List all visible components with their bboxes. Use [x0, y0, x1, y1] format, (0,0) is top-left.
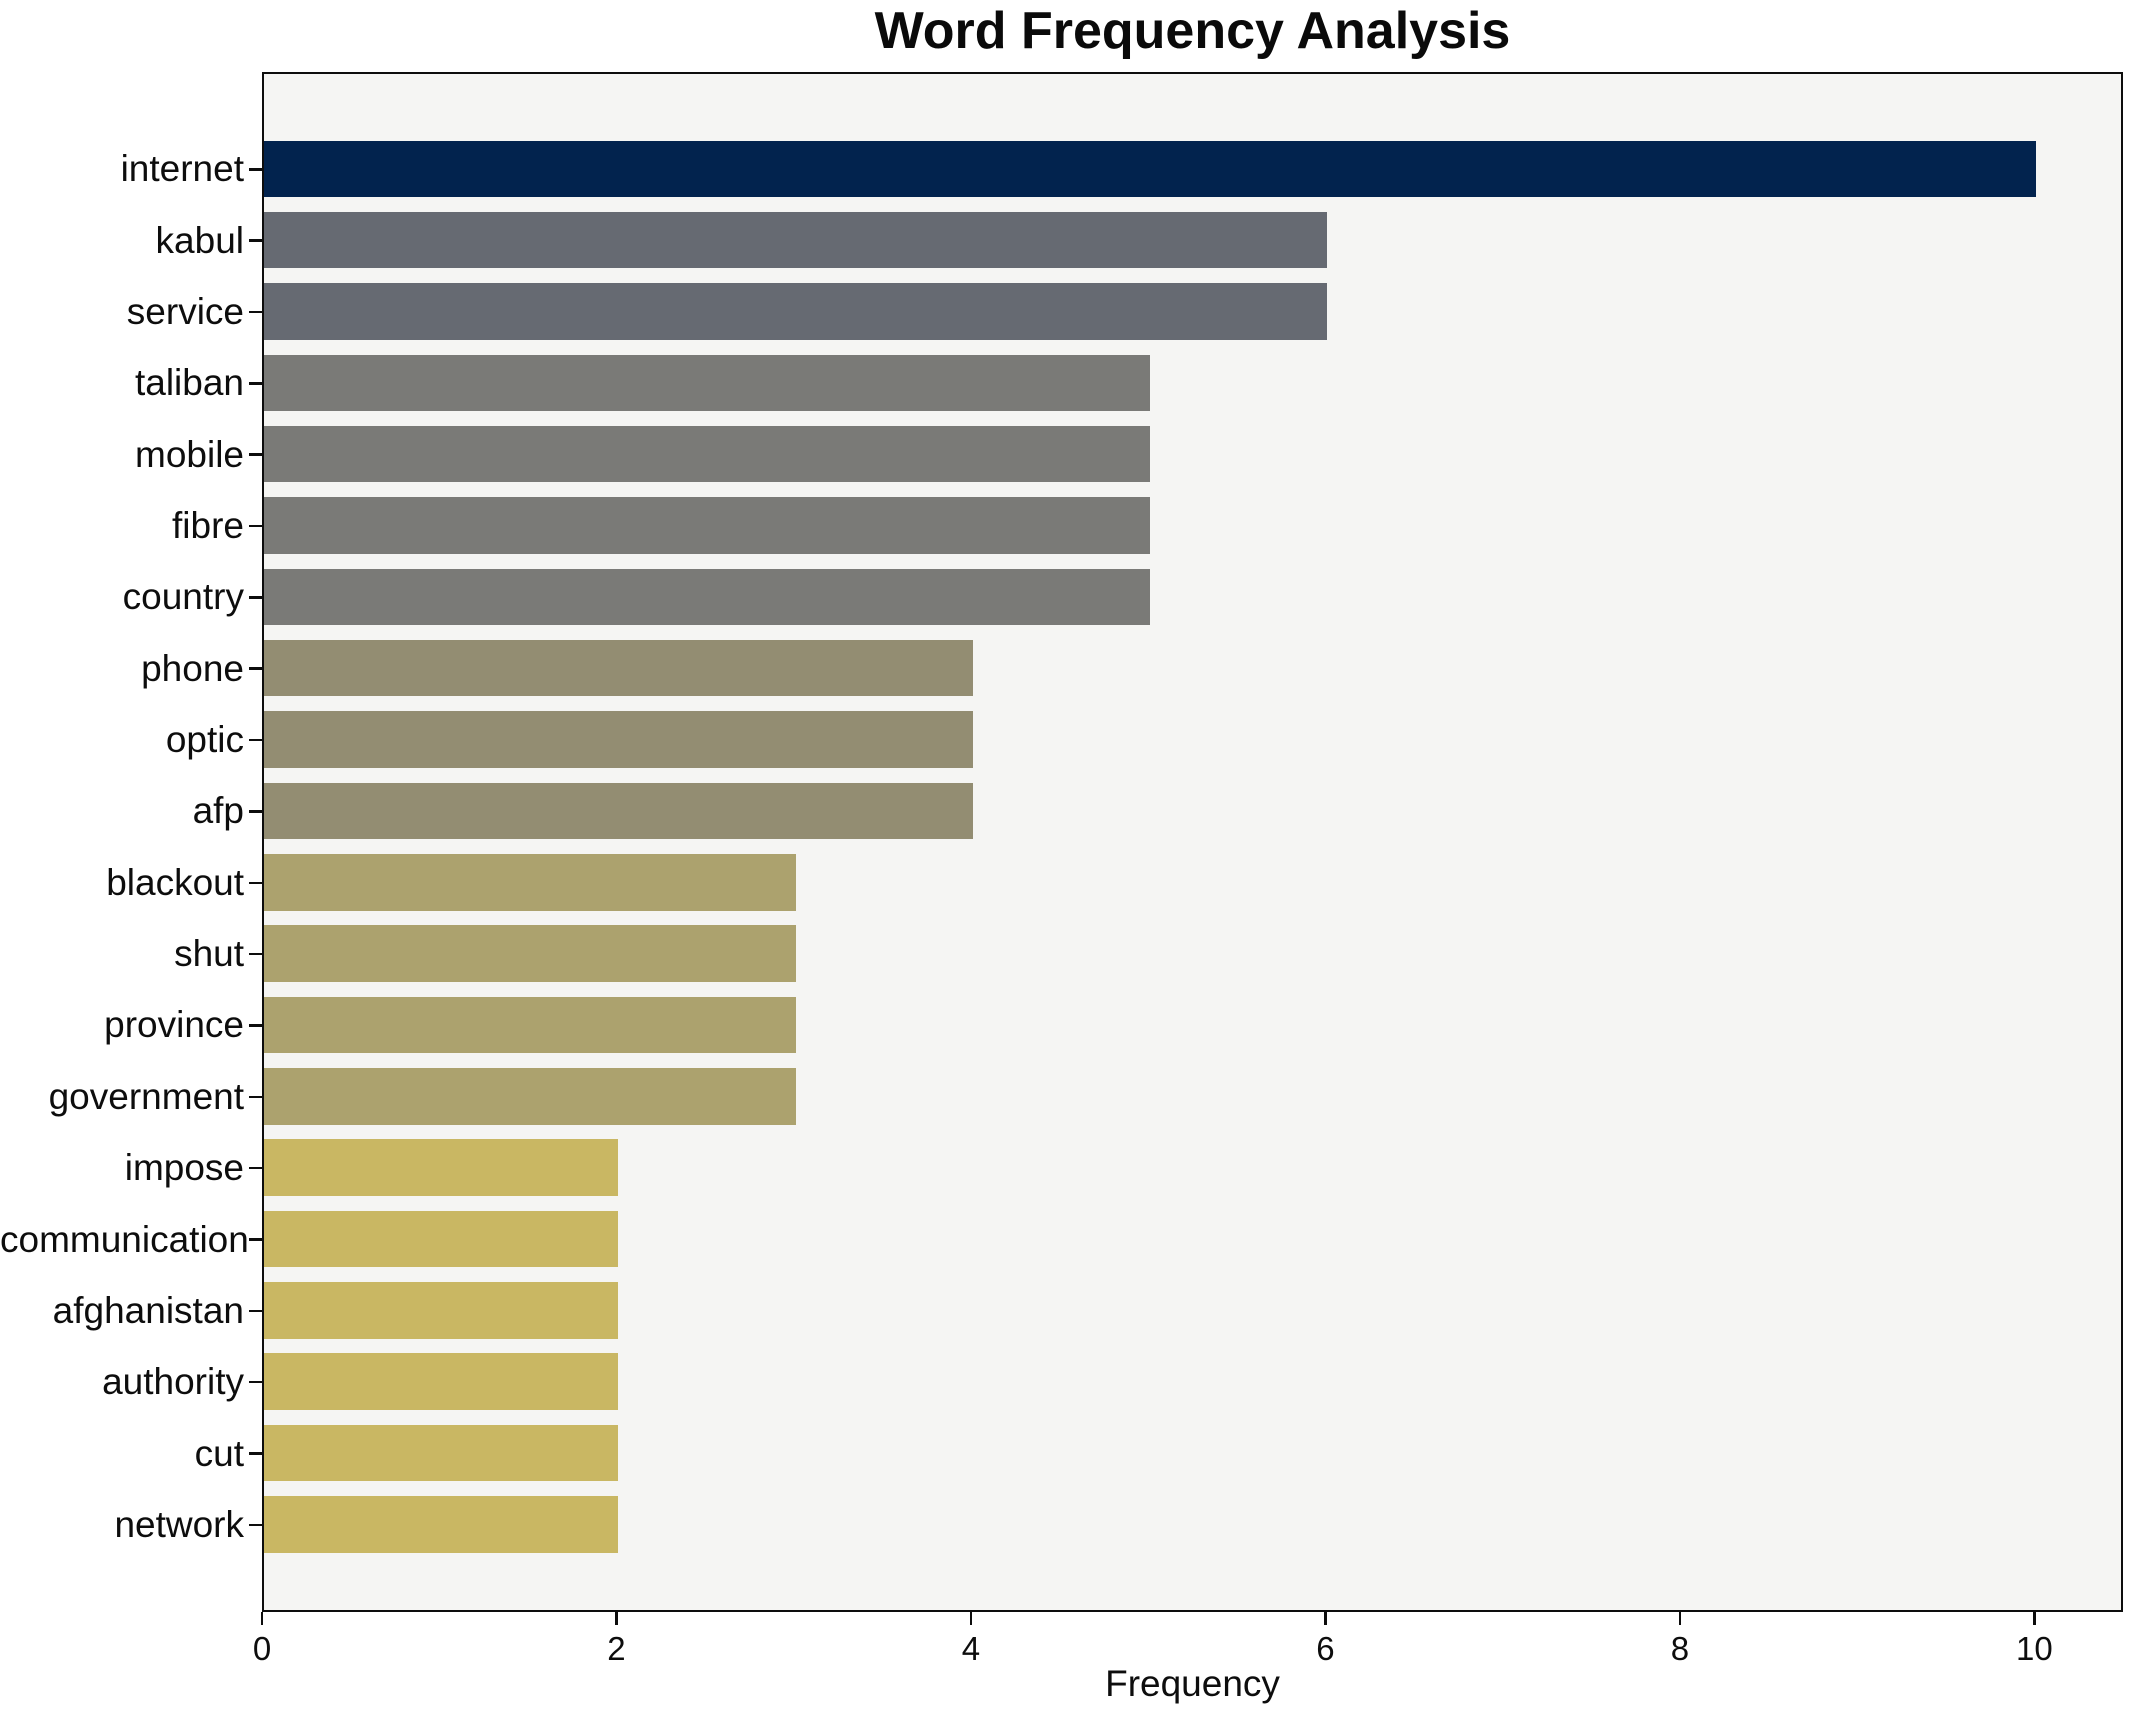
y-axis-tick-label: internet — [120, 148, 244, 190]
x-axis-tick-mark — [2033, 1612, 2036, 1625]
y-axis-tick-label: fibre — [172, 505, 244, 546]
y-axis-tick-mark — [249, 1166, 262, 1170]
bar-mobile — [264, 425, 1151, 483]
plot-area — [262, 72, 2123, 1612]
bar-country — [264, 568, 1151, 626]
y-axis-tick-label: communication — [0, 1218, 249, 1260]
x-axis-tick-mark — [1678, 1612, 1682, 1625]
y-axis-tick-mark — [249, 1380, 262, 1384]
y-axis-tick-mark — [249, 810, 262, 813]
y-axis-tick-mark — [249, 881, 262, 884]
y-axis-tick-label: afp — [192, 790, 244, 832]
y-axis-tick-mark — [249, 738, 262, 742]
y-axis-tick-mark — [249, 1523, 262, 1527]
y-axis-tick-mark — [249, 168, 262, 171]
y-axis-tick-mark — [249, 310, 262, 314]
y-axis-tick-mark — [249, 1024, 262, 1027]
y-axis-tick-label: taliban — [134, 362, 244, 404]
y-axis-tick-label: optic — [165, 719, 244, 761]
x-axis-tick-mark — [969, 1612, 973, 1625]
y-axis-tick-label: kabul — [155, 219, 244, 261]
y-axis-tick-label: cut — [194, 1432, 244, 1474]
bar-service — [264, 283, 1328, 340]
chart-title: Word Frequency Analysis — [874, 2, 1511, 60]
bar-authority — [264, 1353, 619, 1410]
y-axis-tick-mark — [249, 1238, 262, 1241]
y-axis-tick-label: impose — [124, 1147, 244, 1189]
bar-kabul — [264, 211, 1328, 269]
y-axis-tick-mark — [249, 667, 262, 670]
x-axis-tick-label: 4 — [961, 1630, 981, 1667]
y-axis-tick-label: province — [104, 1004, 244, 1046]
bar-impose — [264, 1139, 619, 1196]
y-axis-tick-label: phone — [141, 647, 244, 689]
x-axis-tick-mark — [260, 1612, 264, 1625]
y-axis-tick-label: country — [122, 576, 244, 618]
bar-blackout — [264, 854, 796, 911]
y-axis-tick-label: government — [48, 1075, 244, 1117]
y-axis-tick-mark — [249, 453, 262, 456]
bar-internet — [264, 140, 2037, 197]
y-axis-tick-label: blackout — [106, 861, 244, 903]
x-axis-title: Frequency — [1105, 1663, 1280, 1704]
y-axis-tick-mark — [249, 952, 262, 956]
y-axis-tick-label: mobile — [135, 433, 244, 475]
y-axis-tick-mark — [249, 1309, 262, 1313]
x-axis-tick-label: 6 — [1316, 1630, 1335, 1667]
x-axis-tick-mark — [615, 1612, 618, 1625]
x-axis-tick-label: 8 — [1670, 1630, 1690, 1667]
bar-taliban — [264, 354, 1151, 412]
bar-cut — [264, 1424, 619, 1482]
y-axis-tick-mark — [249, 1095, 262, 1099]
y-axis-tick-label: network — [114, 1503, 244, 1545]
bar-optic — [264, 711, 973, 768]
bar-afghanistan — [264, 1282, 619, 1339]
y-axis-tick-mark — [249, 524, 262, 528]
bar-shut — [264, 925, 796, 982]
bar-government — [264, 1068, 796, 1125]
x-axis-tick-label: 0 — [252, 1630, 272, 1667]
bar-afp — [264, 782, 973, 840]
bar-communication — [264, 1210, 619, 1268]
bar-fibre — [264, 497, 1151, 554]
y-axis-tick-mark — [249, 596, 262, 599]
y-axis-tick-mark — [249, 239, 262, 242]
x-axis-tick-label: 2 — [607, 1630, 626, 1667]
y-axis-tick-label: authority — [102, 1361, 244, 1403]
y-axis-tick-mark — [249, 382, 262, 385]
bar-province — [264, 996, 796, 1054]
y-axis-tick-label: shut — [174, 933, 244, 975]
x-axis-tick-mark — [1324, 1612, 1327, 1625]
y-axis-tick-label: service — [126, 290, 244, 332]
x-axis-tick-label: 10 — [2016, 1630, 2053, 1667]
y-axis-tick-mark — [249, 1452, 262, 1455]
bar-phone — [264, 639, 973, 697]
bar-network — [264, 1496, 619, 1553]
y-axis-tick-label: afghanistan — [52, 1289, 244, 1331]
